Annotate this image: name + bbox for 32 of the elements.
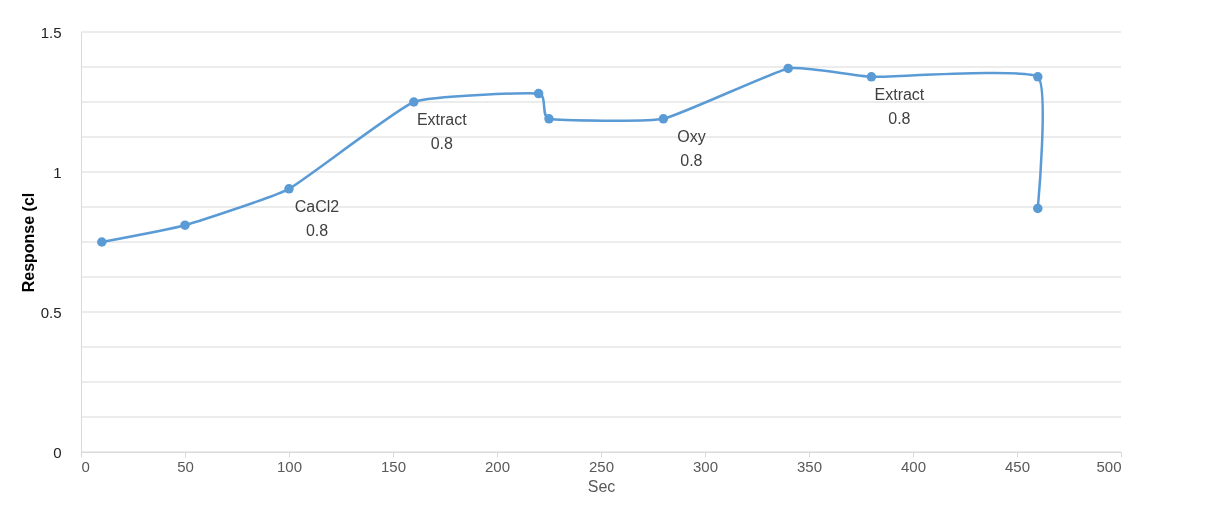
y-tick-label: 1.5	[40, 23, 62, 41]
point	[866, 72, 877, 82]
x-tick-label: 400	[900, 457, 927, 475]
x-tick-label: 200	[484, 457, 511, 475]
point	[1033, 72, 1043, 82]
point	[180, 220, 190, 230]
y-axis-title: Response (cl	[19, 192, 37, 293]
point	[409, 97, 419, 107]
point	[658, 114, 669, 124]
x-axis-title: Sec	[587, 477, 616, 495]
y-tick-label: 0.5	[40, 303, 62, 321]
x-tick-label: 100	[276, 457, 303, 475]
x-tick-label: 500	[1096, 457, 1122, 475]
point	[783, 63, 793, 74]
x-tick-label: 250	[588, 457, 615, 475]
point	[1033, 203, 1043, 214]
y-tick-label: 0	[53, 443, 62, 461]
point	[544, 114, 554, 124]
point	[97, 237, 107, 247]
x-tick-label: 0	[81, 457, 90, 475]
annotation: Extract 0.8	[416, 111, 468, 152]
x-tick-label: 50	[177, 457, 194, 475]
x-tick-label: 150	[380, 457, 407, 475]
x-tick-label: 300	[692, 457, 719, 475]
y-tick-label: 1	[53, 163, 62, 181]
point	[284, 184, 294, 194]
annotation: Extract 0.8	[874, 85, 925, 127]
annotation: CaCl2 0.8	[294, 197, 340, 239]
x-tick-label: 450	[1004, 457, 1031, 475]
annotation: Oxy 0.8	[677, 127, 706, 169]
x-tick-label: 350	[796, 457, 823, 475]
point	[533, 88, 544, 99]
